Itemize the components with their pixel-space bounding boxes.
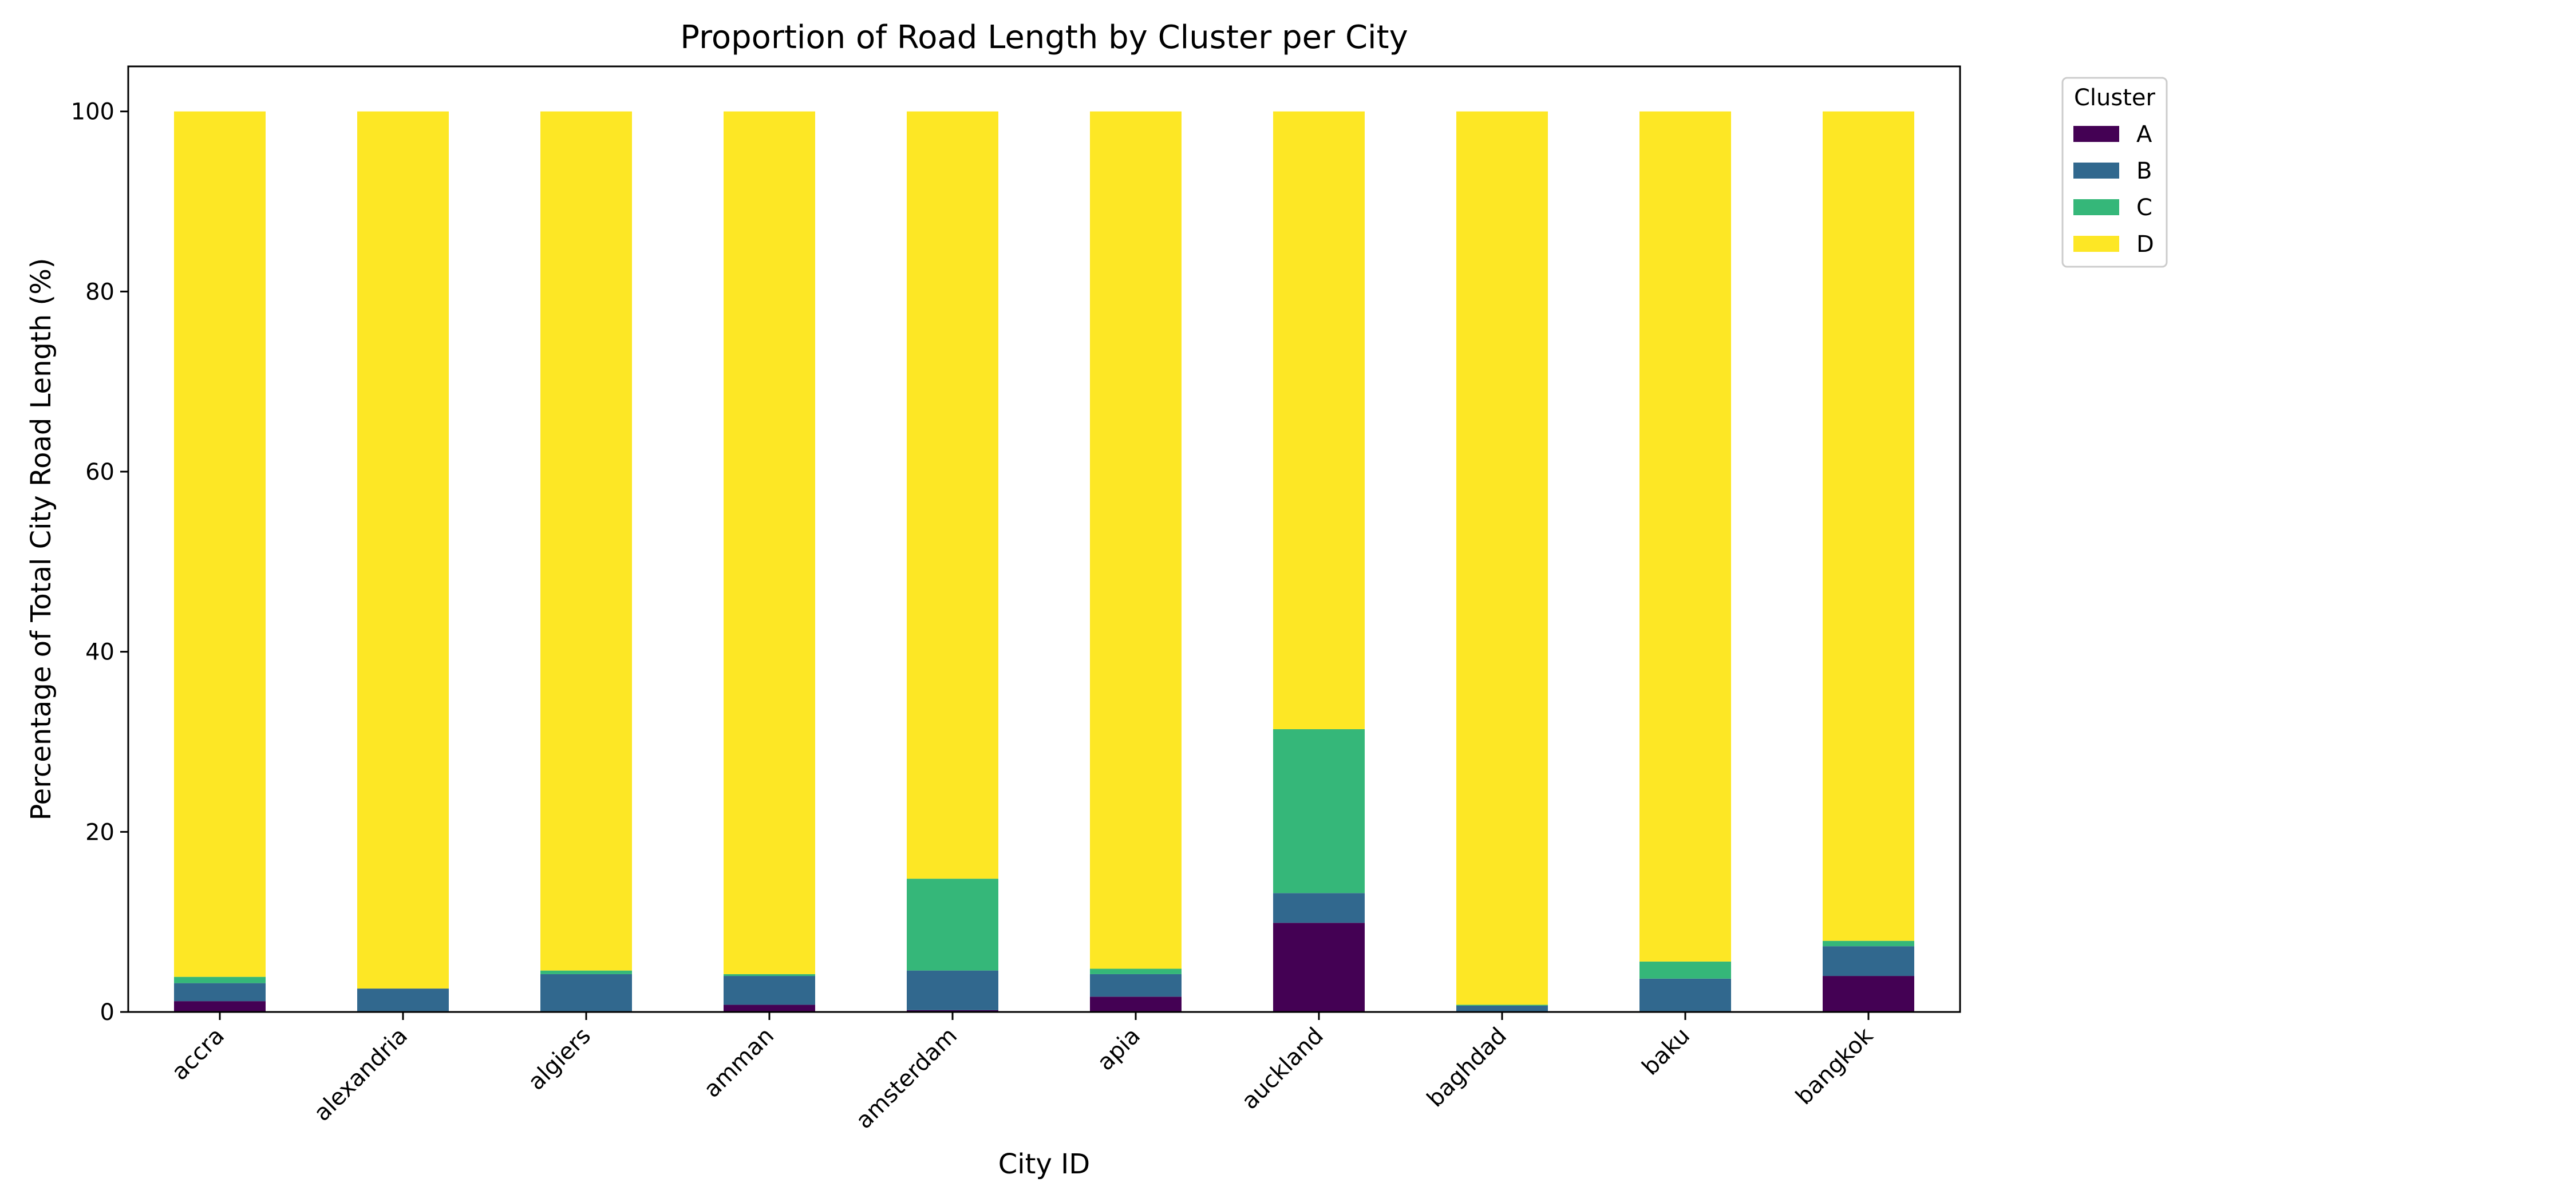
- bar-segment-baku-B: [1639, 978, 1731, 1011]
- y-tick-label-100: 100: [71, 99, 114, 125]
- bar-segment-apia-D: [1090, 111, 1182, 969]
- x-tick-label-accra: accra: [167, 1023, 230, 1086]
- x-tick-label-amsterdam: amsterdam: [851, 1023, 962, 1134]
- bar-segment-auckland-B: [1273, 893, 1365, 923]
- x-tick-label-baghdad: baghdad: [1422, 1023, 1512, 1113]
- bar-segment-alexandria-D: [357, 111, 449, 989]
- bar-segment-bangkok-B: [1823, 946, 1914, 976]
- bar-segment-bangkok-A: [1823, 976, 1914, 1012]
- legend-label-B: B: [2136, 158, 2152, 184]
- legend-swatch-D: [2073, 236, 2119, 252]
- bar-segment-algiers-D: [540, 111, 632, 971]
- bar-segment-baghdad-D: [1456, 111, 1548, 1005]
- bar-segment-alexandria-B: [357, 989, 449, 1011]
- y-tick-label-40: 40: [85, 639, 114, 666]
- bar-segment-apia-B: [1090, 974, 1182, 997]
- bar-segment-amman-C: [724, 974, 815, 976]
- bar-segment-baghdad-C: [1456, 1005, 1548, 1006]
- bar-segment-amsterdam-C: [907, 879, 998, 971]
- bar-segment-amsterdam-D: [907, 111, 998, 879]
- x-tick-label-baku: baku: [1637, 1023, 1695, 1081]
- bar-segment-algiers-B: [540, 974, 632, 1011]
- bar-segment-accra-A: [174, 1001, 266, 1012]
- bar-segment-baku-D: [1639, 111, 1731, 962]
- bar-segment-accra-D: [174, 111, 266, 977]
- x-tick-label-algiers: algiers: [523, 1023, 596, 1096]
- bar-segment-baku-C: [1639, 961, 1731, 979]
- y-tick-label-80: 80: [85, 279, 114, 305]
- x-tick-label-auckland: auckland: [1236, 1023, 1329, 1115]
- x-axis-ticks: accra alexandria algiers amman amsterdam apia…: [167, 1012, 1879, 1134]
- bar-segment-accra-C: [174, 976, 266, 983]
- plot-frame: [127, 65, 1961, 1013]
- legend-swatch-A: [2073, 126, 2119, 142]
- bar-segment-amman-A: [724, 1005, 815, 1012]
- legend-label-D: D: [2136, 231, 2154, 258]
- y-tick-label-20: 20: [85, 819, 114, 845]
- bar-segment-amman-D: [724, 111, 815, 974]
- bar-segment-bangkok-D: [1823, 111, 1914, 941]
- y-axis-label: Percentage of Total City Road Length (%): [25, 258, 57, 820]
- bar-segment-amman-B: [724, 976, 815, 1005]
- legend-label-C: C: [2136, 195, 2152, 221]
- legend-swatch-C: [2073, 199, 2119, 215]
- bar-segment-apia-C: [1090, 968, 1182, 974]
- x-tick-label-amman: amman: [699, 1023, 779, 1103]
- x-tick-label-apia: apia: [1092, 1023, 1145, 1076]
- legend-title: Cluster: [2074, 85, 2156, 111]
- bar-segment-auckland-D: [1273, 111, 1365, 729]
- x-tick-label-bangkok: bangkok: [1791, 1022, 1878, 1110]
- bar-segment-auckland-A: [1273, 923, 1365, 1012]
- y-tick-label-60: 60: [85, 459, 114, 485]
- bar-segment-algiers-C: [540, 970, 632, 974]
- bar-segment-auckland-C: [1273, 729, 1365, 893]
- legend-swatch-B: [2073, 163, 2119, 179]
- x-axis-label: City ID: [998, 1148, 1090, 1180]
- legend-label-A: A: [2136, 121, 2152, 148]
- bar-segment-bangkok-C: [1823, 940, 1914, 947]
- x-tick-label-alexandria: alexandria: [309, 1023, 413, 1126]
- y-tick-label-0: 0: [100, 999, 114, 1026]
- bar-segment-accra-B: [174, 983, 266, 1002]
- bar-segment-baghdad-B: [1456, 1005, 1548, 1011]
- chart-title: Proportion of Road Length by Cluster per…: [680, 19, 1408, 56]
- bar-segment-apia-A: [1090, 997, 1182, 1012]
- bar-segment-amsterdam-B: [907, 970, 998, 1010]
- bar-segment-amsterdam-A: [907, 1010, 998, 1012]
- bars-group: [174, 111, 1914, 1012]
- y-axis-ticks: 0 20 40 60 80 100: [71, 99, 128, 1026]
